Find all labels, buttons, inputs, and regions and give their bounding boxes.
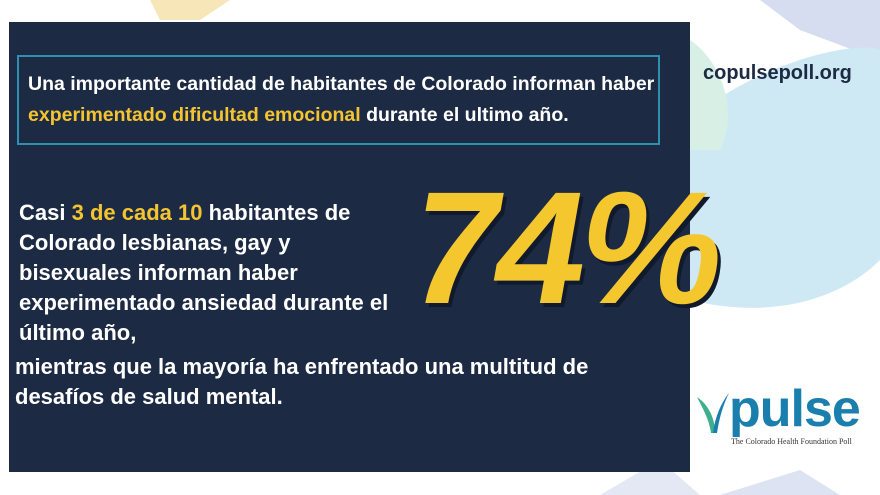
pulse-logo: pulse The Colorado Health Foundation Pol… (693, 380, 873, 455)
stat-text-start: Casi (19, 200, 72, 225)
percent-figure: 74% (396, 158, 737, 337)
stat-text-end: habitantes de Colorado lesbianas, gay y … (19, 200, 389, 345)
leaf-mark-icon (697, 393, 729, 433)
callout-text-start: Una importante cantidad de habitantes de… (28, 73, 655, 95)
stat-highlight: 3 de cada 10 (71, 200, 203, 225)
website-url: copulsepoll.org (703, 62, 852, 84)
callout-highlight: experimentado dificultad emocional (28, 104, 361, 126)
stat-description: Casi 3 de cada 10 habitantes de Colorado… (19, 198, 389, 348)
callout-box (17, 55, 660, 145)
logo-tagline: The Colorado Health Foundation Poll (731, 437, 852, 446)
logo-wordmark: pulse (729, 380, 861, 438)
content-panel (9, 22, 690, 472)
callout-text: Una importante cantidad de habitantes de… (28, 69, 658, 131)
stat-continuation: mientras que la mayoría ha enfrentado un… (15, 354, 589, 409)
callout-text-end: durante el ultimo año. (360, 104, 569, 126)
